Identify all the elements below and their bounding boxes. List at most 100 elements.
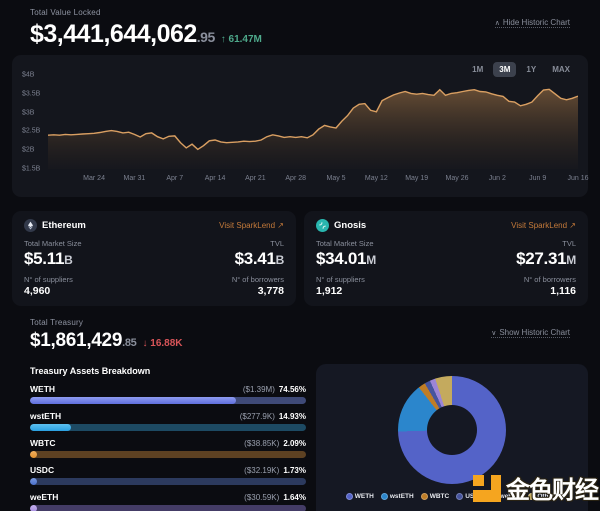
up-arrow-icon: ↑ xyxy=(220,34,226,45)
asset-bar-track xyxy=(30,478,306,485)
stat-label: N° of suppliers xyxy=(24,275,73,284)
stat-label: N° of borrowers xyxy=(523,275,576,284)
chart-x-axis: Mar 24 Mar 31 Apr 7 Apr 14 Apr 21 Apr 28 May 5… xyxy=(48,173,588,185)
market-card-ethereum: Ethereum Visit SparkLend ↗ Total Market … xyxy=(12,211,296,306)
tvl-cents: .95 xyxy=(196,29,215,45)
chevron-up-icon: ∧ xyxy=(494,20,500,27)
gnosis-icon xyxy=(316,219,329,232)
hide-historic-chart-link[interactable]: ∧ Hide Historic Chart xyxy=(494,18,570,28)
asset-amount: ($277.9K) xyxy=(239,412,275,421)
x-tick-label: Apr 7 xyxy=(166,175,184,182)
breakdown-row-weeth: weETH ($30.59K) 1.64% xyxy=(30,492,306,511)
x-tick-label: Jun 2 xyxy=(488,175,506,182)
y-tick-label: $2.5B xyxy=(22,127,41,135)
x-tick-label: May 5 xyxy=(326,175,346,182)
show-historic-chart-link[interactable]: ∨ Show Historic Chart xyxy=(491,328,570,338)
asset-bar-track xyxy=(30,451,306,458)
stat-label: TVL xyxy=(270,239,284,248)
treasury-change: ↓ 16.88K xyxy=(142,338,183,349)
legend-item-wsteth[interactable]: wstETH xyxy=(380,493,414,500)
stat-value: $5.11B xyxy=(24,249,73,268)
line-chart-svg xyxy=(48,88,578,169)
treasury-value: $1,861,429.85 xyxy=(30,330,137,351)
asset-bar-fill xyxy=(30,424,72,431)
x-tick-label: Jun 16 xyxy=(567,175,589,182)
watermark-text: 金色财经 xyxy=(506,477,599,504)
legend-item-wbtc[interactable]: WBTC xyxy=(420,493,449,500)
chart-y-axis: $4B $3.5B $3B $2.5B $2B $1.5B xyxy=(18,72,48,173)
x-tick-label: May 26 xyxy=(445,175,469,182)
stat-label: N° of borrowers xyxy=(231,275,284,284)
stat-value: $3.41B xyxy=(234,249,285,268)
asset-label: USDC xyxy=(30,465,55,475)
asset-percent: 74.56% xyxy=(278,385,306,394)
stat-value: 4,960 xyxy=(24,285,51,297)
x-tick-label: Mar 24 xyxy=(83,175,105,182)
market-name: Gnosis xyxy=(334,220,367,231)
legend-dot-icon xyxy=(456,493,464,500)
legend-dot-icon xyxy=(420,493,428,500)
stat-label: Total Market Size xyxy=(316,239,374,248)
asset-label: WBTC xyxy=(30,438,56,448)
range-button-1y[interactable]: 1Y xyxy=(520,62,542,77)
y-tick-label: $3.5B xyxy=(22,90,41,98)
asset-percent: 14.93% xyxy=(278,412,306,421)
asset-label: weETH xyxy=(30,492,59,502)
breakdown-row-wsteth: wstETH ($277.9K) 14.93% xyxy=(30,411,306,431)
treasury-header: Total Treasury $1,861,429.85 ↓ 16.88K ∨ S… xyxy=(0,306,600,352)
asset-amount: ($32.19K) xyxy=(244,466,280,475)
range-button-3m[interactable]: 3M xyxy=(493,62,517,77)
ethereum-icon xyxy=(24,219,37,232)
asset-bar-fill xyxy=(30,451,37,458)
breakdown-title: Treasury Assets Breakdown xyxy=(30,366,151,376)
breakdown-list: Treasury Assets Breakdown WETH ($1.39M) 74… xyxy=(12,364,306,511)
visit-sparklend-link[interactable]: Visit SparkLend ↗ xyxy=(219,221,284,230)
asset-bar-fill xyxy=(30,505,37,511)
asset-percent: 2.09% xyxy=(283,439,306,448)
market-name: Ethereum xyxy=(42,220,86,231)
stat-value: 1,116 xyxy=(550,285,576,297)
y-tick-label: $3B xyxy=(22,109,35,117)
jinse-finance-logo-icon xyxy=(472,472,504,504)
asset-percent: 1.64% xyxy=(283,493,306,502)
stat-value: $34.01M xyxy=(316,249,376,268)
x-tick-label: Apr 28 xyxy=(285,175,307,182)
x-tick-label: Apr 14 xyxy=(204,175,226,182)
breakdown-row-wbtc: WBTC ($38.85K) 2.09% xyxy=(30,438,306,458)
asset-bar-fill xyxy=(30,397,236,404)
tvl-value: $3,441,644,062.95 xyxy=(30,20,215,48)
visit-sparklend-link[interactable]: Visit SparkLend ↗ xyxy=(511,221,576,230)
asset-label: WETH xyxy=(30,384,56,394)
asset-bar-fill xyxy=(30,478,37,485)
chevron-down-icon: ∨ xyxy=(491,330,497,337)
breakdown-row-usdc: USDC ($32.19K) 1.73% xyxy=(30,465,306,485)
y-tick-label: $2B xyxy=(22,146,35,154)
market-card-gnosis: Gnosis Visit SparkLend ↗ Total Market Si… xyxy=(304,211,588,306)
legend-item-weth[interactable]: WETH xyxy=(345,493,374,500)
range-button-1m[interactable]: 1M xyxy=(466,62,489,77)
treasury-label: Total Treasury xyxy=(30,318,84,327)
stat-value: $27.31M xyxy=(516,249,576,268)
stat-label: TVL xyxy=(562,239,576,248)
treasury-cents: .85 xyxy=(122,337,137,349)
legend-item-others[interactable]: Others xyxy=(528,493,558,500)
asset-amount: ($30.59K) xyxy=(244,493,280,502)
x-tick-label: May 12 xyxy=(364,175,388,182)
tvl-label: Total Value Locked xyxy=(30,8,101,17)
asset-bar-track xyxy=(30,397,306,404)
tvl-change: ↑ 61.47M xyxy=(220,34,262,45)
watermark: 金色财经 xyxy=(472,470,599,505)
x-tick-label: Apr 21 xyxy=(245,175,266,182)
x-tick-label: Jun 9 xyxy=(529,175,547,182)
range-button-max[interactable]: MAX xyxy=(546,62,576,77)
asset-bar-track xyxy=(30,424,306,431)
tvl-header: Total Value Locked $3,441,644,062.95 ↑ 6… xyxy=(0,0,600,55)
breakdown-row-weth: WETH ($1.39M) 74.56% xyxy=(30,384,306,404)
legend-dot-icon xyxy=(528,493,536,500)
asset-percent: 1.73% xyxy=(283,466,306,475)
treasury-donut-chart xyxy=(398,376,506,484)
stat-label: Total Market Size xyxy=(24,239,82,248)
stat-value: 3,778 xyxy=(257,285,284,297)
asset-label: wstETH xyxy=(30,411,62,421)
market-cards: Ethereum Visit SparkLend ↗ Total Market … xyxy=(12,211,588,306)
